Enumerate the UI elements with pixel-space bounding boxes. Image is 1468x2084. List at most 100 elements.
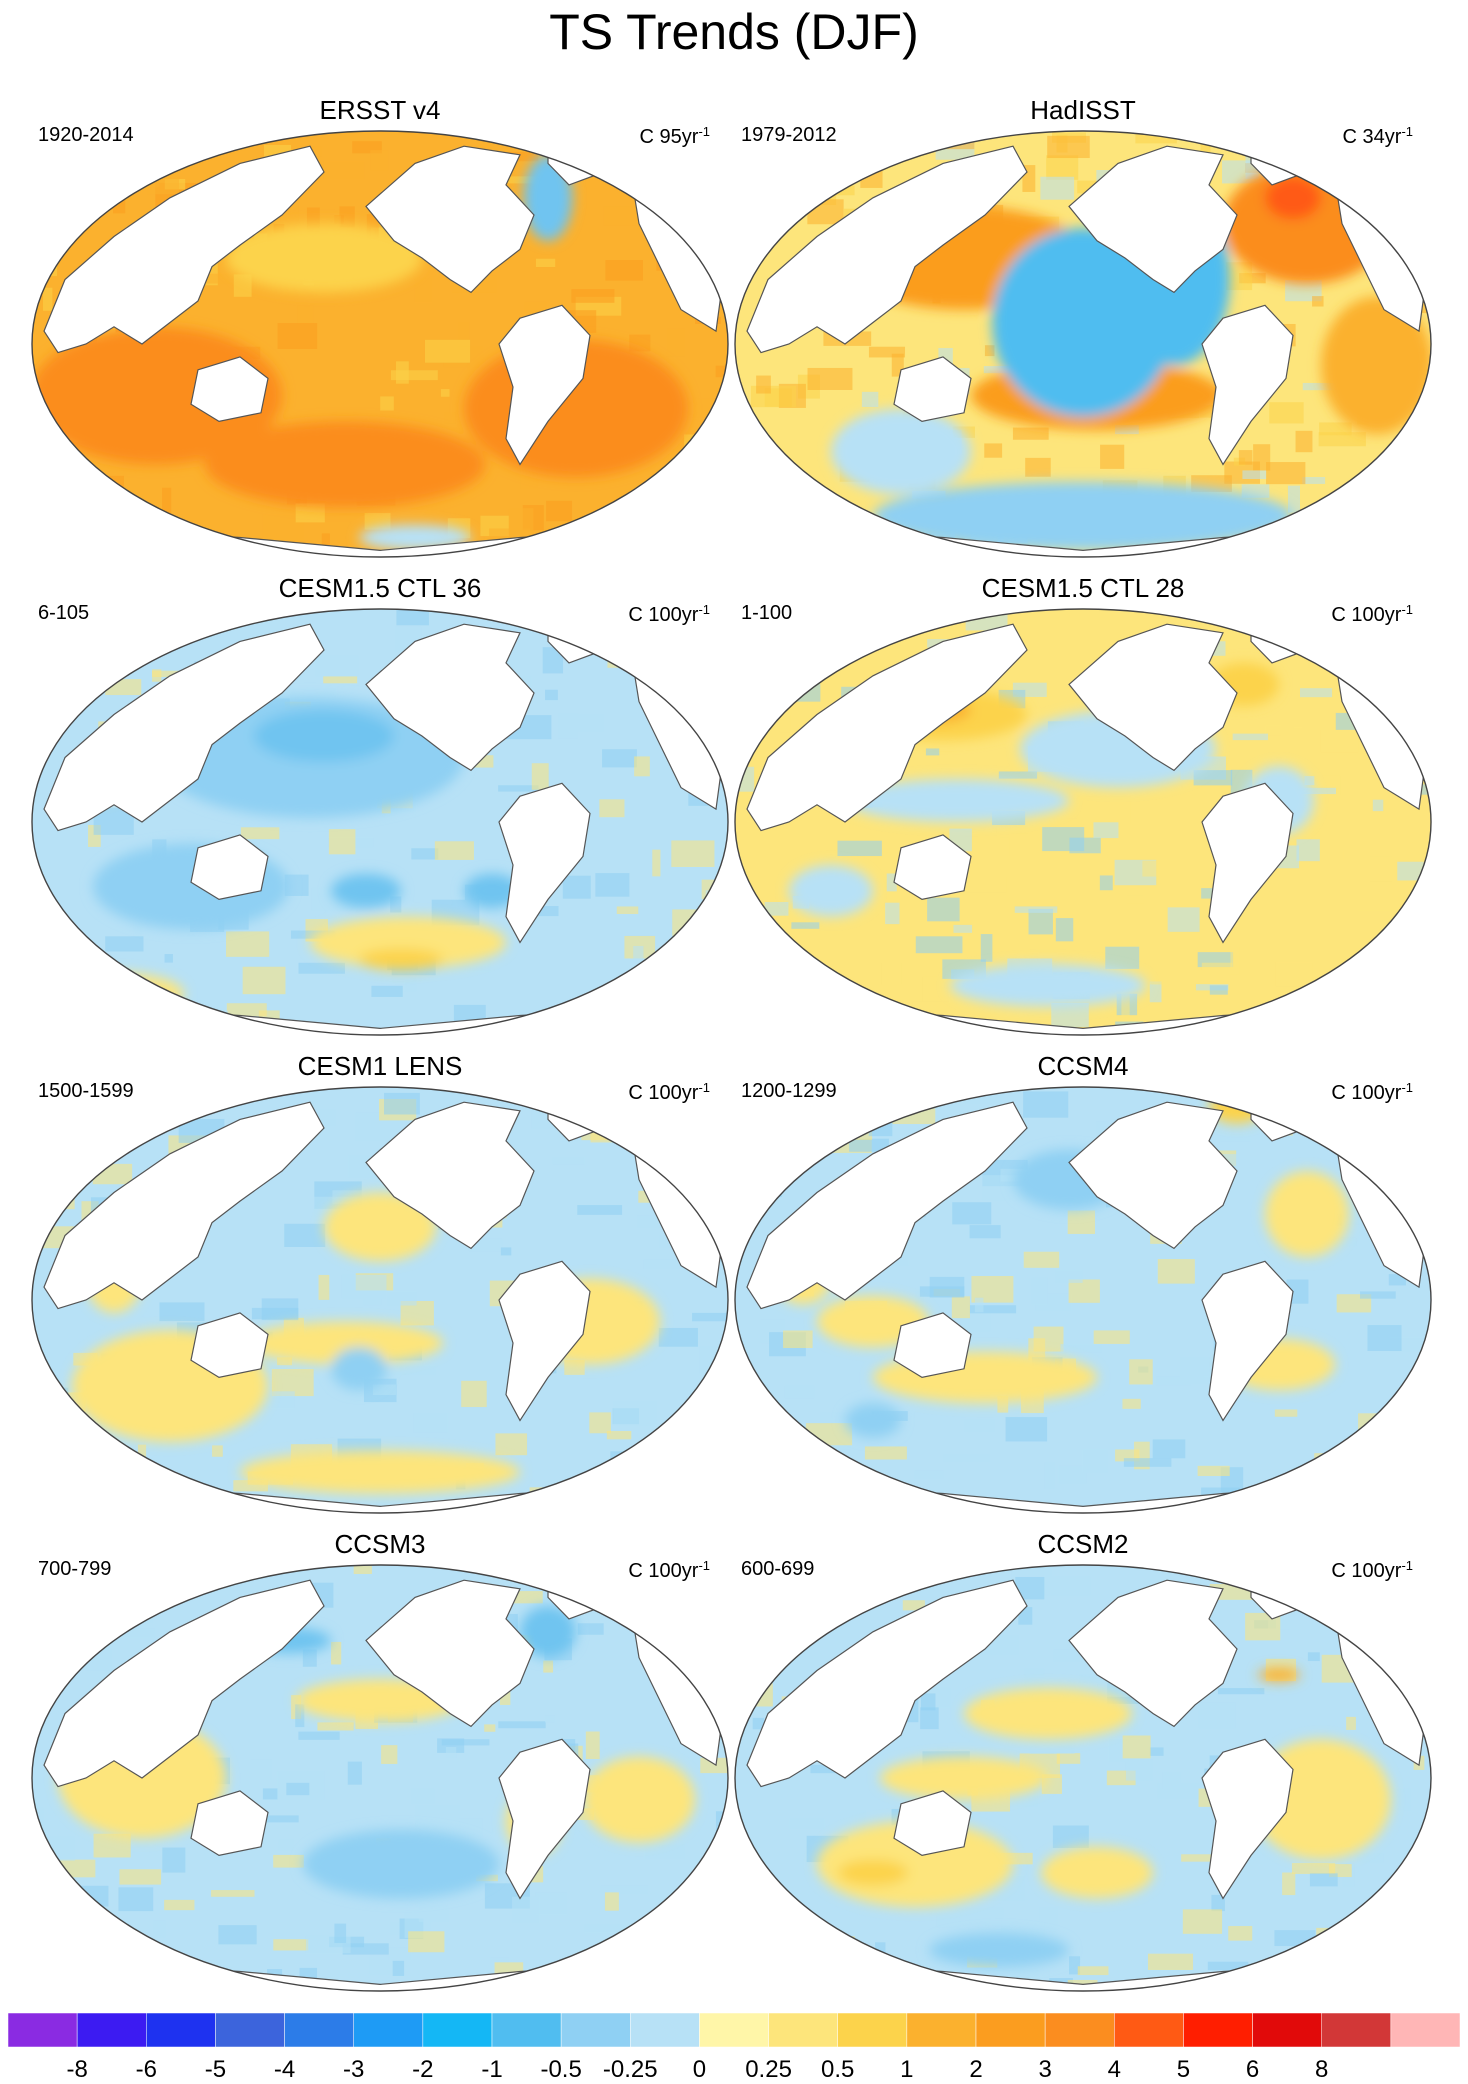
- field-cell: [1324, 496, 1370, 504]
- field-cell: [668, 1420, 698, 1440]
- field-cell: [1122, 1399, 1140, 1409]
- field-cell: [636, 1569, 675, 1586]
- field-cell: [725, 446, 730, 464]
- field-cell: [807, 199, 843, 224]
- colorbar-label: -0.25: [595, 2056, 665, 2084]
- field-cell: [48, 1132, 62, 1141]
- field-cell: [1346, 1469, 1380, 1493]
- field-cell: [708, 241, 730, 266]
- field-cell: [96, 171, 116, 178]
- field-cell: [751, 1415, 786, 1443]
- field-cell: [915, 1471, 944, 1479]
- field-cell: [837, 841, 881, 856]
- field-cell: [1292, 1863, 1335, 1874]
- field-cell: [1045, 1462, 1055, 1488]
- field-cell: [914, 1987, 933, 1993]
- field-cell: [1279, 994, 1297, 1007]
- field-cell: [1093, 822, 1118, 838]
- field-cell: [721, 861, 730, 879]
- field-cell: [711, 624, 730, 650]
- colorbar-box: [423, 2013, 492, 2047]
- field-cell: [1162, 1772, 1180, 1790]
- field-cell: [103, 1139, 132, 1149]
- field-cell: [323, 676, 357, 683]
- field-cell: [1078, 1966, 1109, 1975]
- field-cell: [1024, 1252, 1059, 1268]
- field-cell: [1275, 1410, 1297, 1417]
- field-cell: [411, 1789, 434, 1804]
- field-cell: [162, 1848, 185, 1873]
- colorbar-box: [561, 2013, 630, 2047]
- robinson-map: [30, 607, 730, 1037]
- field-cell: [1046, 155, 1078, 180]
- field-cell: [631, 1574, 675, 1597]
- field-cell: [679, 530, 689, 549]
- field-cell: [139, 1001, 151, 1023]
- field-cell: [1100, 445, 1124, 469]
- anomaly-region: [359, 949, 443, 971]
- field-cell: [142, 165, 164, 172]
- field-cell: [1199, 1088, 1238, 1105]
- field-cell: [611, 1954, 631, 1979]
- colorbar-box: [976, 2013, 1045, 2047]
- field-cell: [319, 1275, 330, 1300]
- field-cell: [278, 323, 318, 349]
- colorbar-box: [354, 2013, 423, 2047]
- colorbar-label: -6: [111, 2056, 181, 2084]
- field-cell: [1352, 160, 1396, 186]
- field-cell: [1282, 1873, 1295, 1896]
- field-cell: [578, 1623, 604, 1634]
- field-cell: [1153, 1439, 1186, 1458]
- field-cell: [1419, 892, 1433, 907]
- field-cell: [83, 1511, 110, 1515]
- colorbar-label: 8: [1287, 2056, 1357, 2084]
- field-cell: [697, 195, 730, 215]
- field-cell: [1328, 1103, 1367, 1123]
- field-cell: [715, 1918, 730, 1932]
- field-cell: [112, 1573, 128, 1595]
- field-cell: [262, 1298, 299, 1320]
- field-cell: [1015, 906, 1058, 912]
- robinson-map: [733, 1563, 1433, 1993]
- colorbar-label: 0.25: [734, 2056, 804, 2084]
- field-cell: [610, 1451, 645, 1475]
- field-cell: [1373, 1642, 1411, 1654]
- field-cell: [1339, 1507, 1371, 1515]
- field-cell: [1347, 1448, 1395, 1454]
- field-cell: [354, 1566, 372, 1574]
- field-cell: [1286, 1981, 1303, 1993]
- field-cell: [211, 1890, 254, 1897]
- field-cell: [1334, 143, 1371, 154]
- field-cell: [44, 177, 77, 186]
- field-cell: [535, 1892, 567, 1914]
- field-cell: [413, 1413, 448, 1433]
- field-cell: [119, 1869, 161, 1884]
- colorbar-box: [146, 2013, 215, 2047]
- field-cell: [331, 1642, 341, 1665]
- field-cell: [31, 259, 47, 269]
- field-cell: [791, 922, 819, 929]
- anomaly-region: [205, 421, 485, 507]
- field-cell: [488, 544, 529, 559]
- field-cell: [805, 1017, 838, 1026]
- field-cell: [738, 965, 766, 990]
- field-cell: [461, 1381, 486, 1407]
- field-cell: [392, 1366, 435, 1375]
- robinson-map: [30, 129, 730, 559]
- field-cell: [739, 1027, 749, 1037]
- field-cell: [916, 936, 963, 953]
- anomaly-region: [964, 1688, 1132, 1740]
- field-cell: [783, 1330, 813, 1347]
- field-cell: [1025, 458, 1051, 477]
- anomaly-region: [880, 1757, 1048, 1800]
- field-cell: [660, 538, 678, 559]
- field-cell: [1127, 896, 1144, 904]
- field-cell: [1083, 1449, 1108, 1473]
- field-cell: [162, 488, 171, 513]
- field-cell: [634, 756, 650, 776]
- field-cell: [1319, 432, 1366, 446]
- field-cell: [411, 848, 438, 859]
